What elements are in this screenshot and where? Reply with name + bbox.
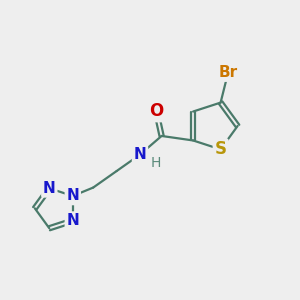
- Text: O: O: [149, 102, 163, 120]
- Text: N: N: [66, 213, 79, 228]
- Text: H: H: [150, 156, 161, 170]
- Text: Br: Br: [218, 65, 238, 80]
- Text: S: S: [214, 140, 226, 158]
- Text: N: N: [134, 147, 146, 162]
- Text: N: N: [43, 181, 56, 196]
- Text: N: N: [66, 188, 79, 203]
